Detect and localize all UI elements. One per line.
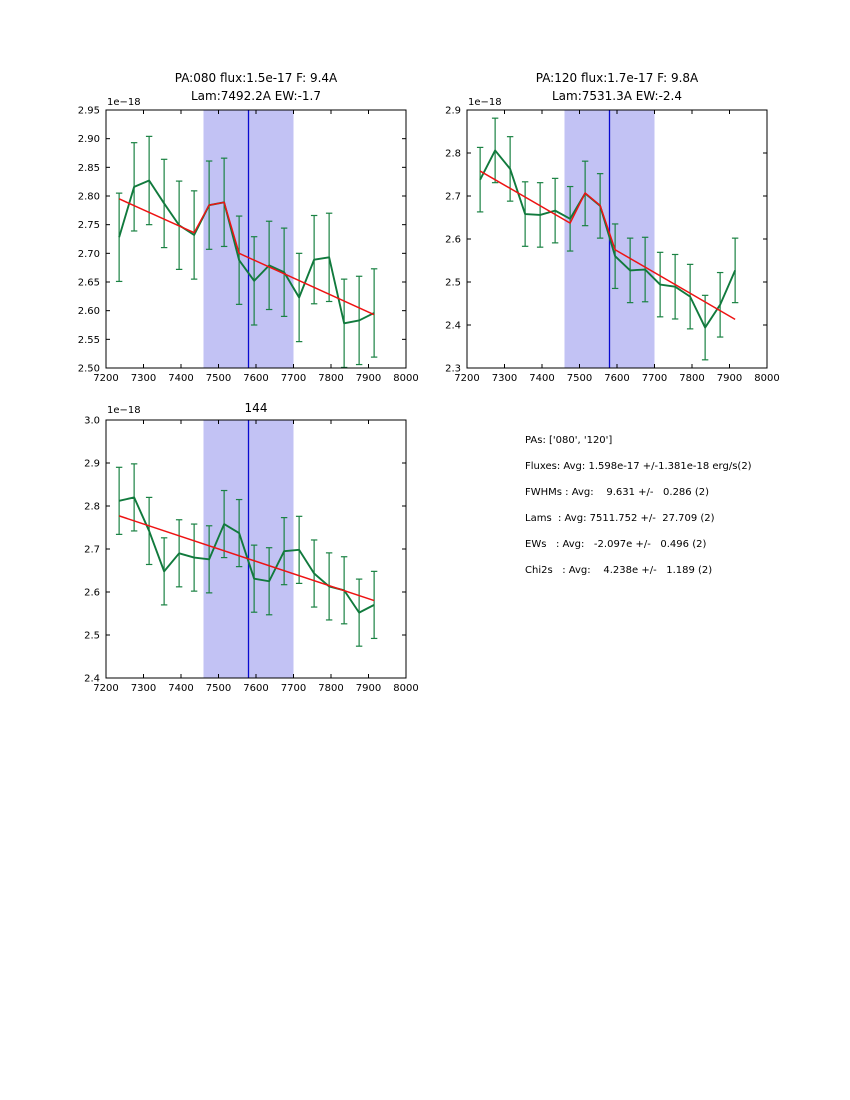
plot-title: Lam:7531.3A EW:-2.4 [552, 89, 682, 103]
axis-ticks: 7200 7300 7400 7500 7600 7700 7800 7900 8000 2.3 2… [445, 106, 780, 385]
y-tick-label: 2.80 [78, 192, 100, 203]
y-tick-label: 2.55 [78, 335, 100, 346]
x-tick-label: 7600 [243, 683, 268, 694]
x-tick-label: 8000 [393, 683, 418, 694]
x-tick-label: 7400 [168, 683, 193, 694]
y-tick-label: 2.95 [78, 106, 100, 117]
x-tick-label: 7800 [679, 373, 704, 384]
x-tick-label: 7900 [356, 683, 381, 694]
y-tick-label: 2.8 [445, 149, 461, 160]
stats-line-fluxes: Fluxes: Avg: 1.598e-17 +/-1.381e-18 erg/… [525, 461, 752, 472]
stats-line-chi2s: Chi2s : Avg: 4.238e +/- 1.189 (2) [525, 565, 713, 576]
x-tick-label: 7300 [131, 373, 156, 384]
y-tick-label: 2.6 [84, 588, 100, 599]
y-tick-label: 2.70 [78, 249, 100, 260]
x-tick-label: 7900 [356, 373, 381, 384]
x-tick-label: 7400 [529, 373, 554, 384]
x-tick-label: 7600 [243, 373, 268, 384]
y-tick-label: 2.8 [84, 502, 100, 513]
y-tick-label: 2.5 [84, 631, 100, 642]
y-tick-label: 2.50 [78, 364, 100, 375]
x-tick-label: 7600 [604, 373, 629, 384]
x-tick-label: 8000 [754, 373, 779, 384]
x-tick-label: 7400 [168, 373, 193, 384]
x-tick-label: 7900 [717, 373, 742, 384]
x-tick-label: 7800 [318, 683, 343, 694]
y-tick-label: 2.4 [445, 321, 461, 332]
x-tick-label: 7500 [567, 373, 592, 384]
x-tick-label: 7500 [206, 683, 231, 694]
x-tick-label: 8000 [393, 373, 418, 384]
y-axis-offset-label: 1e−18 [107, 405, 141, 416]
y-axis-offset-label: 1e−18 [468, 97, 502, 108]
x-tick-label: 7200 [93, 683, 118, 694]
subplot-pa120: 7200 7300 7400 7500 7600 7700 7800 7900 8000 2.3 2… [445, 71, 780, 384]
y-axis-offset-label: 1e−18 [107, 97, 141, 108]
x-tick-label: 7300 [492, 373, 517, 384]
y-tick-label: 2.4 [84, 674, 100, 685]
stats-line-fwhms: FWHMs : Avg: 9.631 +/- 0.286 (2) [525, 487, 709, 498]
x-tick-label: 7300 [131, 683, 156, 694]
y-tick-label: 2.85 [78, 163, 100, 174]
x-tick-label: 7200 [454, 373, 479, 384]
x-tick-label: 7700 [281, 683, 306, 694]
x-tick-label: 7700 [281, 373, 306, 384]
y-tick-label: 2.60 [78, 306, 100, 317]
plot-title: Lam:7492.2A EW:-1.7 [191, 89, 321, 103]
plot-title: PA:080 flux:1.5e-17 F: 9.4A [175, 71, 338, 85]
subplot-144: 7200 7300 7400 7500 7600 7700 7800 7900 8000 2.4 2… [84, 401, 419, 694]
axis-ticks: 7200 7300 7400 7500 7600 7700 7800 7900 8000 2.50… [78, 106, 419, 385]
x-tick-label: 7800 [318, 373, 343, 384]
data-series-line [118, 179, 375, 325]
y-tick-label: 2.90 [78, 134, 100, 145]
x-tick-label: 7700 [642, 373, 667, 384]
y-tick-label: 2.9 [445, 106, 461, 117]
x-tick-label: 7500 [206, 373, 231, 384]
x-tick-label: 7200 [93, 373, 118, 384]
data-series-line [479, 149, 736, 329]
y-tick-label: 2.7 [445, 192, 461, 203]
stats-line-ews: EWs : Avg: -2.097e +/- 0.496 (2) [525, 539, 707, 550]
subplot-pa080: 7200 7300 7400 7500 7600 7700 7800 7900 8000 2.50… [78, 71, 419, 384]
plot-title: 144 [245, 401, 268, 415]
y-tick-label: 2.6 [445, 235, 461, 246]
y-tick-label: 2.3 [445, 364, 461, 375]
stats-panel: PAs: ['080', '120'] Fluxes: Avg: 1.598e-… [525, 428, 752, 584]
y-tick-label: 2.7 [84, 545, 100, 556]
fit-line [118, 198, 375, 316]
y-tick-label: 2.9 [84, 459, 100, 470]
plot-title: PA:120 flux:1.7e-17 F: 9.8A [536, 71, 699, 85]
y-tick-label: 2.5 [445, 278, 461, 289]
fit-line [479, 170, 736, 321]
stats-line-lams: Lams : Avg: 7511.752 +/- 27.709 (2) [525, 513, 715, 524]
stats-line-pas: PAs: ['080', '120'] [525, 435, 613, 446]
y-tick-label: 3.0 [84, 416, 100, 427]
fit-line [118, 515, 375, 602]
y-tick-label: 2.75 [78, 220, 100, 231]
axis-ticks: 7200 7300 7400 7500 7600 7700 7800 7900 8000 2.4 2… [84, 416, 419, 695]
y-tick-label: 2.65 [78, 278, 100, 289]
